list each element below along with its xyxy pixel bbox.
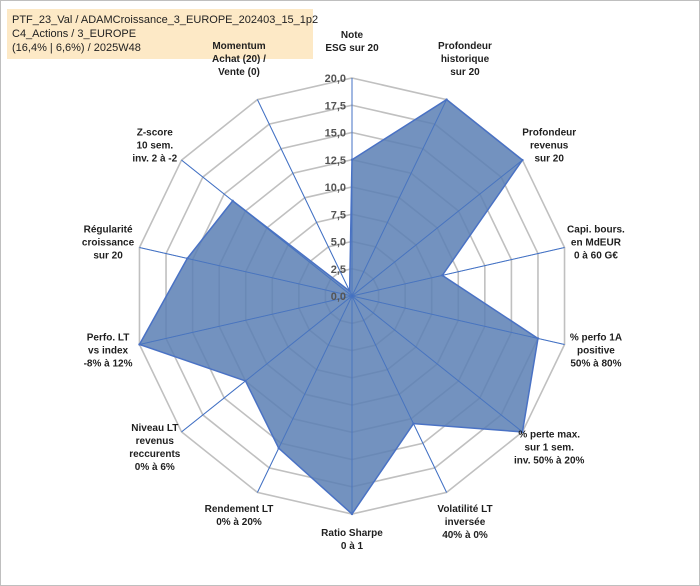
axis-spoke-overlay-11 (139, 247, 353, 297)
data-point-9 (244, 379, 247, 383)
data-point-3 (441, 274, 444, 277)
axis-spoke-overlay-6 (351, 295, 447, 493)
axis-label-3: Capi. bours. en MdEUR 0 à 60 G€ (567, 225, 625, 262)
axis-label-line: Volatilité LT (437, 504, 492, 515)
axis-label-line: Profondeur (522, 128, 576, 139)
axis-label-line: 0% à 20% (216, 517, 262, 528)
axis-label-line: ESG sur 20 (325, 43, 379, 54)
header-line-1: PTF_23_Val / ADAMCroissance_3_EUROPE_202… (12, 14, 319, 26)
axis-label-line: % perfo 1A (570, 332, 622, 343)
axis-label-0: Note ESG sur 20 (325, 30, 379, 54)
axis-label-line: sur 20 (450, 67, 480, 78)
axis-label-line: inv. 50% à 20% (514, 455, 585, 466)
axis-spoke-overlay-2 (351, 159, 523, 297)
tick-label-3: 7,5 (331, 209, 346, 221)
axis-label-line: 10 sem. (136, 141, 173, 152)
axis-label-line: sur 20 (534, 154, 564, 165)
axis-label-1: Profondeur historique sur 20 (438, 41, 492, 78)
axis-label-line: croissance (82, 238, 135, 249)
axis-spoke-overlay-5 (351, 295, 523, 433)
axis-label-line: Z-score (137, 128, 174, 139)
axis-label-10: Perfo. LT vs index -8% à 12% (84, 332, 133, 369)
tick-label-1: 2,5 (331, 264, 346, 276)
axis-label-8: Rendement LT 0% à 20% (205, 504, 274, 528)
tick-label-0: 0,0 (331, 291, 346, 303)
axis-label-line: sur 1 sem. (524, 442, 574, 453)
data-point-0 (350, 158, 354, 161)
axis-label-line: 0 à 1 (341, 541, 364, 552)
data-point-2 (521, 158, 524, 162)
axis-spoke-overlay-1 (351, 99, 447, 297)
axis-label-line: sur 20 (93, 251, 123, 262)
axis-label-line: revenus (530, 141, 569, 152)
data-point-5 (521, 430, 524, 434)
axis-label-line: Perfo. LT (87, 332, 130, 343)
axis-label-line: vs index (88, 345, 128, 356)
axis-label-line: Momentum (212, 41, 265, 52)
data-point-10 (138, 343, 141, 346)
tick-label-2: 5,0 (331, 237, 346, 249)
header-line-3: (16,4% | 6,6%) / 2025W48 (12, 42, 141, 54)
axis-label-5: % perte max. sur 1 sem. inv. 50% à 20% (514, 429, 585, 466)
axis-label-line: positive (577, 345, 615, 356)
header-line-2: C4_Actions / 3_EUROPE (12, 28, 137, 40)
axis-label-line: Profondeur (438, 41, 492, 52)
axis-label-line: reccurents (129, 449, 181, 460)
axis-label-line: Capi. bours. (567, 225, 625, 236)
data-point-1 (445, 98, 448, 101)
axis-label-line: % perte max. (518, 429, 580, 440)
axis-label-11: Régularité croissance sur 20 (82, 225, 135, 262)
axis-label-line: -8% à 12% (84, 358, 133, 369)
axis-label-line: en MdEUR (571, 238, 622, 249)
axis-label-12: Z-score 10 sem. inv. 2 à -2 (132, 128, 177, 165)
axis-label-4: % perfo 1A positive 50% à 80% (570, 332, 622, 369)
data-point-11 (186, 257, 189, 260)
tick-label-7: 17,5 (325, 100, 346, 112)
axis-spoke-overlay-8 (257, 295, 353, 493)
data-point-4 (536, 337, 540, 340)
axis-label-7: Ratio Sharpe 0 à 1 (321, 528, 383, 552)
tick-label-4: 10,0 (325, 182, 346, 194)
axis-spoke-overlay-10 (139, 295, 353, 345)
data-point-13 (348, 289, 351, 293)
axis-label-line: 50% à 80% (570, 358, 621, 369)
axis-label-line: historique (441, 54, 490, 65)
axis-label-6: Volatilité LT inversée 40% à 0% (437, 504, 492, 541)
tick-label-5: 12,5 (325, 155, 346, 167)
axis-label-line: Achat (20) / (212, 54, 266, 65)
axis-spoke-overlay-12 (181, 159, 353, 297)
axis-label-line: Vente (0) (218, 67, 260, 78)
axis-label-line: 40% à 0% (442, 530, 488, 541)
axis-label-2: Profondeur revenus sur 20 (522, 128, 576, 165)
axis-label-line: inv. 2 à -2 (132, 154, 177, 165)
data-point-7 (350, 512, 354, 516)
axis-label-line: Note (341, 30, 364, 41)
axis-label-line: Ratio Sharpe (321, 528, 383, 539)
data-point-8 (277, 447, 280, 450)
axis-spoke-overlay-3 (351, 247, 565, 297)
axis-label-line: Rendement LT (205, 504, 274, 515)
axis-label-line: 0 à 60 G€ (574, 251, 618, 262)
tick-label-6: 15,0 (325, 128, 346, 140)
data-point-6 (412, 422, 415, 425)
data-point-12 (231, 199, 234, 203)
axis-label-9: Niveau LT revenus reccurents 0% à 6% (129, 423, 181, 473)
chart-header: PTF_23_Val / ADAMCroissance_3_EUROPE_202… (7, 9, 319, 59)
axis-label-line: revenus (136, 436, 175, 447)
axis-spoke-overlay-13 (257, 99, 353, 297)
axis-label-line: 0% à 6% (135, 462, 175, 473)
axis-label-13: Momentum Achat (20) / Vente (0) (212, 41, 266, 78)
axis-label-line: Régularité (84, 225, 133, 236)
tick-label-8: 20,0 (325, 73, 346, 85)
axis-spoke-overlay-9 (181, 295, 353, 433)
axis-spoke-overlay-4 (351, 295, 565, 345)
axis-label-line: Niveau LT (131, 423, 178, 434)
axis-label-line: inversée (445, 517, 486, 528)
